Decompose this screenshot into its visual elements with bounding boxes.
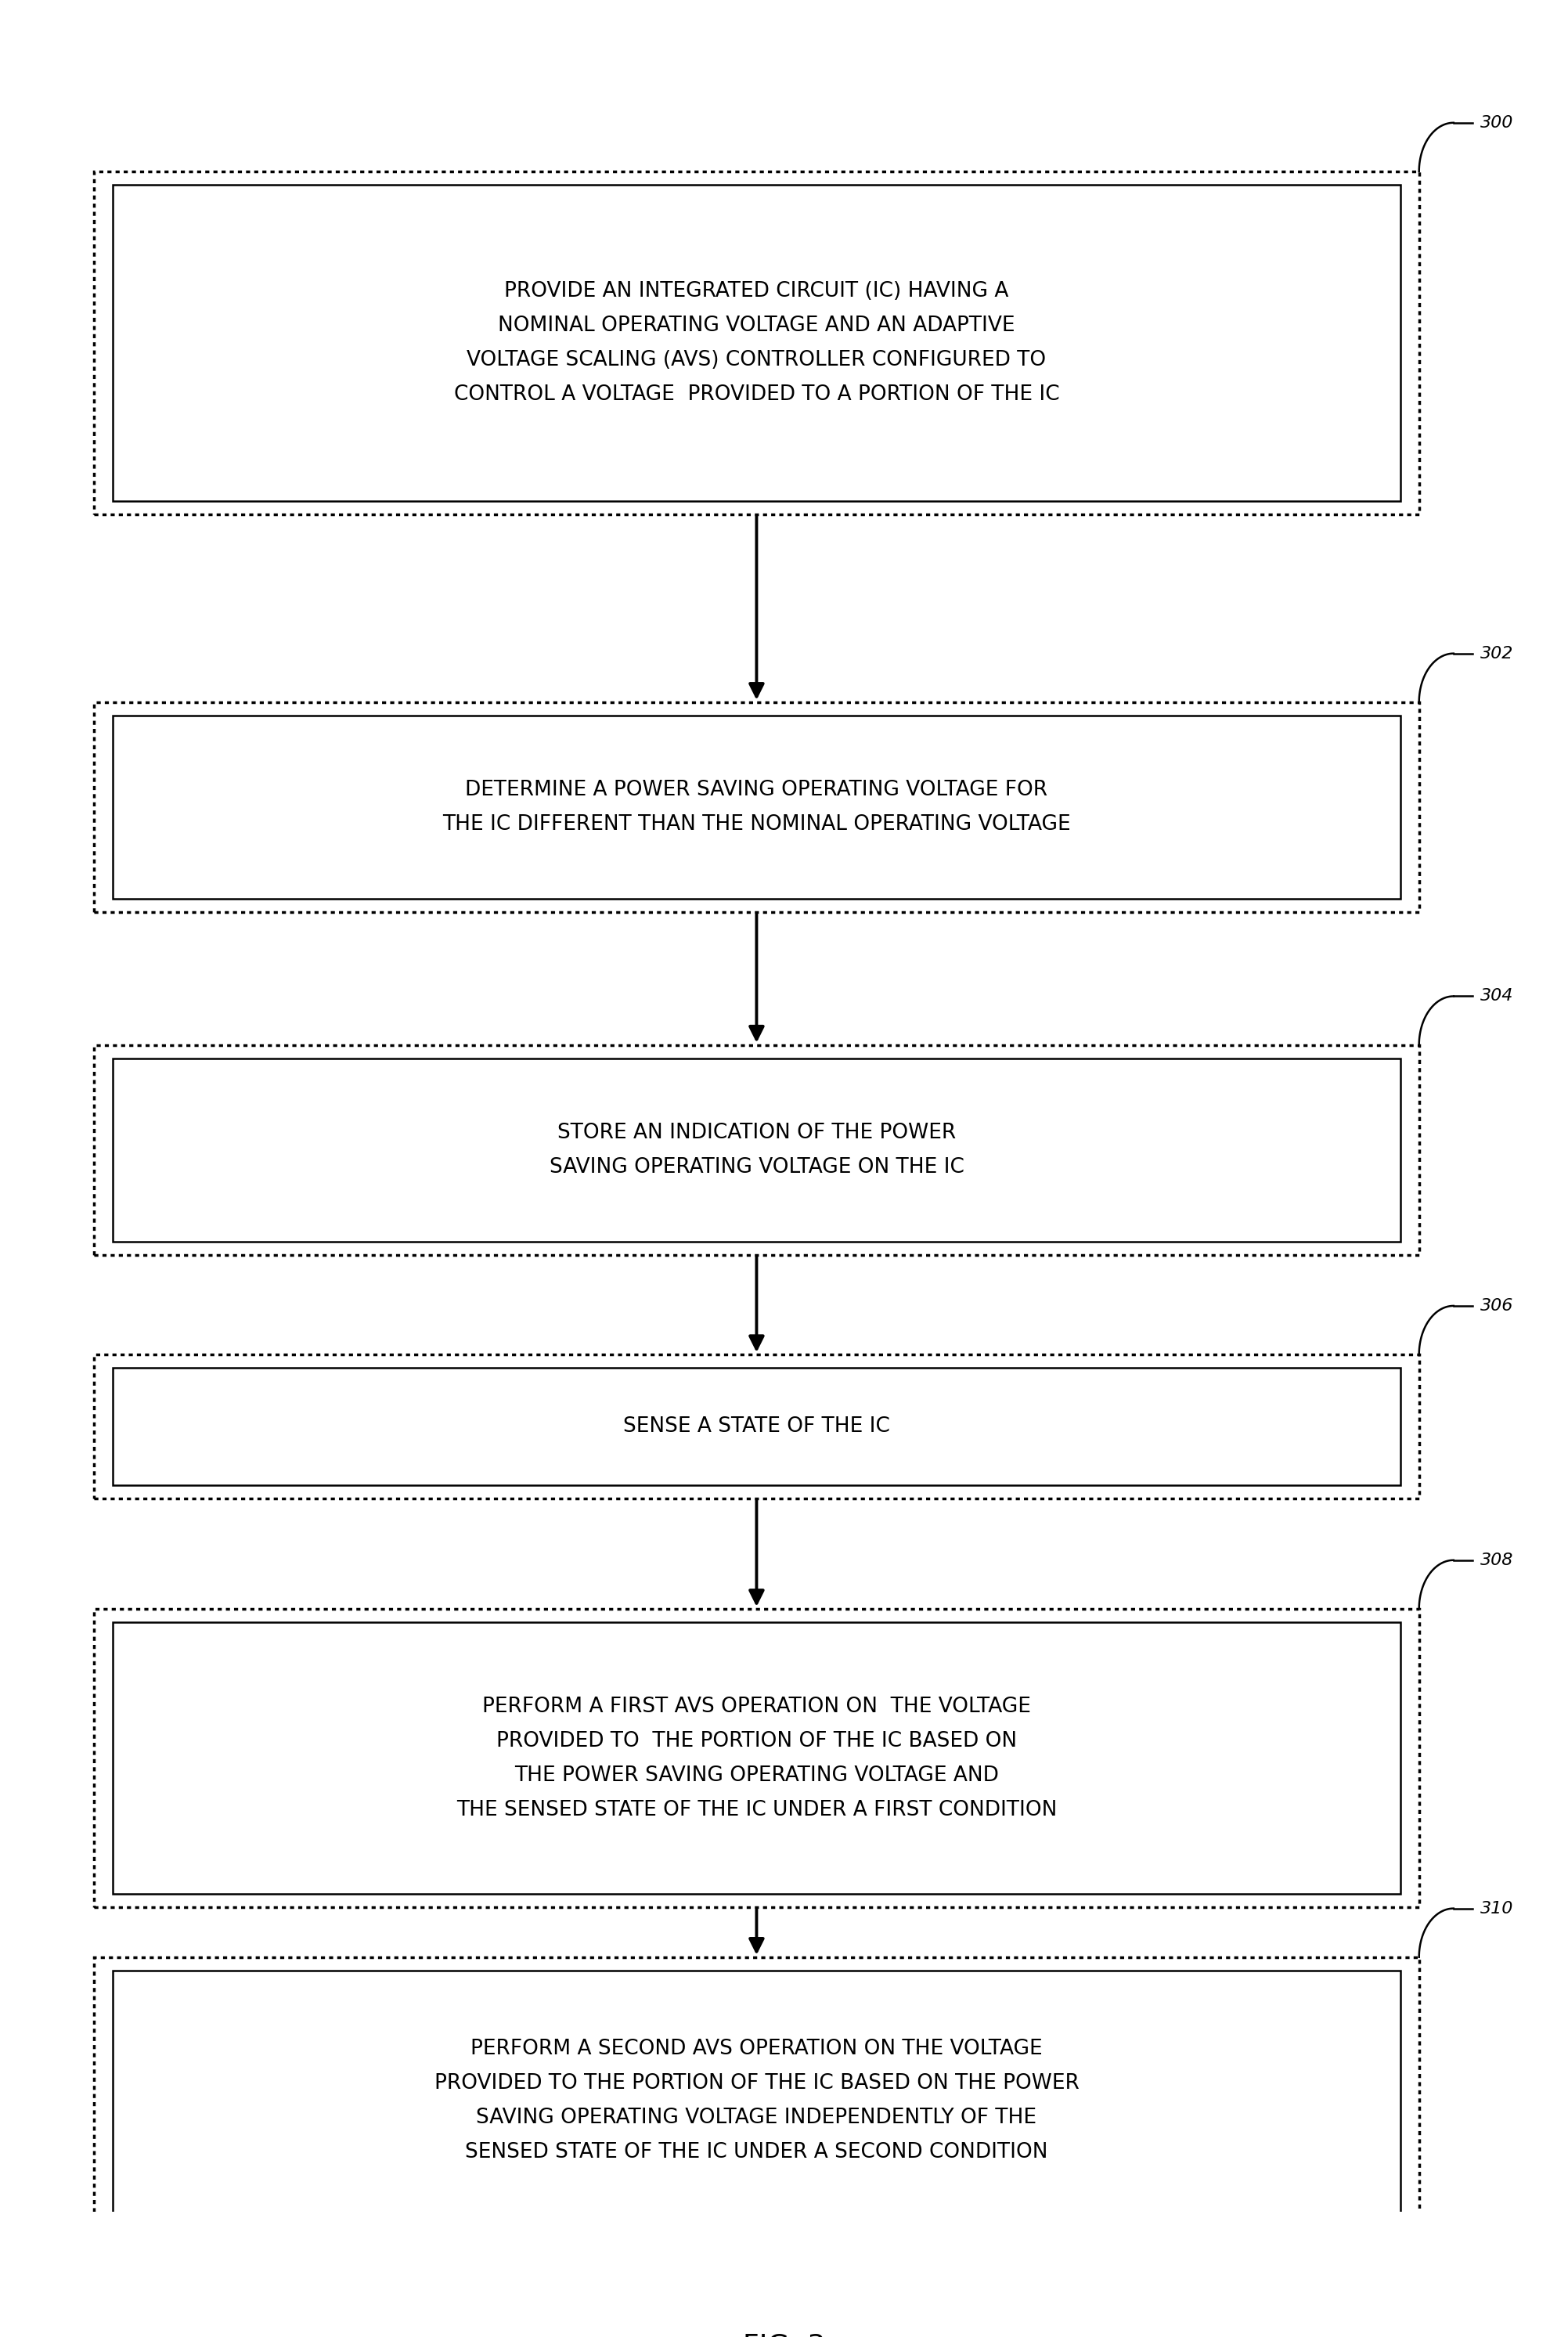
Text: FIG. 3: FIG. 3 <box>743 2332 825 2337</box>
Text: 300: 300 <box>1480 115 1513 131</box>
Text: DETERMINE A POWER SAVING OPERATING VOLTAGE FOR
THE IC DIFFERENT THAN THE NOMINAL: DETERMINE A POWER SAVING OPERATING VOLTA… <box>442 781 1071 834</box>
Bar <box>94 1045 1419 1255</box>
Text: PROVIDE AN INTEGRATED CIRCUIT (IC) HAVING A
NOMINAL OPERATING VOLTAGE AND AN ADA: PROVIDE AN INTEGRATED CIRCUIT (IC) HAVIN… <box>453 280 1060 404</box>
Bar <box>113 1970 1400 2232</box>
Bar <box>94 171 1419 514</box>
Bar <box>94 1608 1419 1907</box>
Bar <box>94 701 1419 911</box>
Bar <box>113 185 1400 500</box>
Text: 310: 310 <box>1480 1900 1513 1916</box>
Text: PERFORM A SECOND AVS OPERATION ON THE VOLTAGE
PROVIDED TO THE PORTION OF THE IC : PERFORM A SECOND AVS OPERATION ON THE VO… <box>434 2038 1079 2162</box>
Text: STORE AN INDICATION OF THE POWER
SAVING OPERATING VOLTAGE ON THE IC: STORE AN INDICATION OF THE POWER SAVING … <box>549 1122 964 1178</box>
Text: 306: 306 <box>1480 1297 1513 1313</box>
Bar <box>113 1622 1400 1893</box>
Bar <box>94 1355 1419 1498</box>
Text: 304: 304 <box>1480 989 1513 1005</box>
Text: 302: 302 <box>1480 645 1513 661</box>
Bar <box>113 1367 1400 1484</box>
Bar <box>94 1956 1419 2244</box>
Bar <box>113 1059 1400 1241</box>
Bar <box>113 715 1400 900</box>
Text: 308: 308 <box>1480 1552 1513 1568</box>
Text: SENSE A STATE OF THE IC: SENSE A STATE OF THE IC <box>622 1416 891 1437</box>
Text: PERFORM A FIRST AVS OPERATION ON  THE VOLTAGE
PROVIDED TO  THE PORTION OF THE IC: PERFORM A FIRST AVS OPERATION ON THE VOL… <box>456 1697 1057 1821</box>
